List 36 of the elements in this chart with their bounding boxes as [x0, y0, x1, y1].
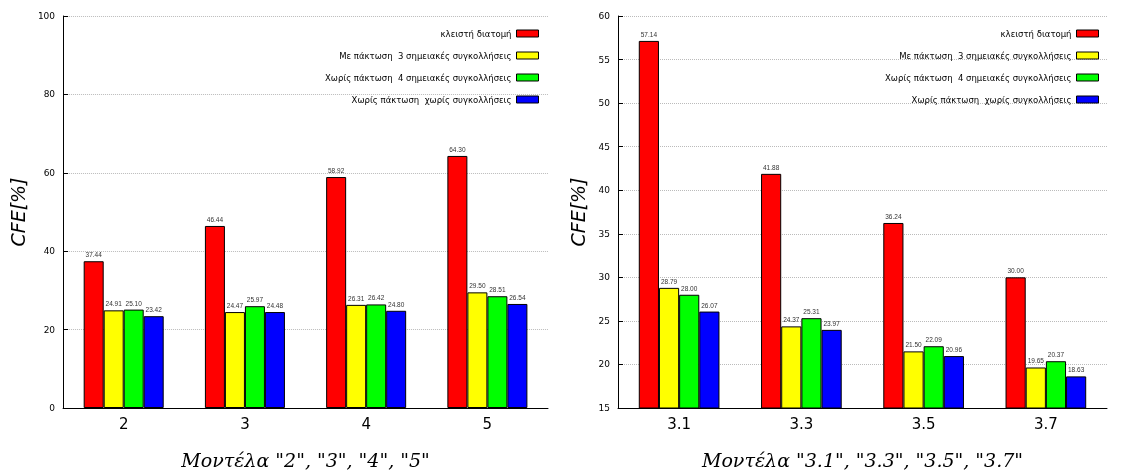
x-tick-label: 3.7 [1033, 414, 1058, 433]
y-tick-label: 80 [43, 89, 56, 100]
y-tick-label: 35 [598, 228, 610, 239]
x-tick-label: 4 [361, 414, 371, 433]
y-tick-label: 15 [598, 403, 610, 413]
x-axis-title: Μοντέλα "2", "3", "4", "5" [180, 448, 430, 471]
x-tick-label: 3.5 [911, 414, 936, 433]
y-tick-label: 40 [598, 185, 611, 196]
y-axis-title: CFE[%] [6, 177, 29, 247]
x-tick-label: 2 [118, 414, 129, 433]
legend-label: Χωρίς πάκτωση χωρίς συγκολλήσεις [351, 94, 512, 105]
y-tick-label: 20 [43, 324, 56, 335]
y-tick-label: 60 [598, 11, 611, 21]
y-axis-title: CFE[%] [567, 177, 590, 247]
y-tick-label: 20 [598, 359, 611, 370]
y-tick-label: 25 [598, 315, 610, 326]
y-tick-label: 55 [598, 54, 610, 65]
x-tick-label: 3 [240, 414, 250, 433]
y-tick-label: 40 [43, 246, 56, 257]
y-tick-label: 30 [598, 272, 611, 283]
legend-label: κλειστή διατομή [1000, 28, 1072, 39]
legend-label: Χωρίς πάκτωση χωρίς συγκολλήσεις [911, 94, 1072, 105]
y-tick-label: 100 [37, 11, 56, 21]
y-tick-label: 50 [598, 98, 611, 109]
legend-label: κλειστή διατομή [440, 28, 512, 39]
legend-label: Χωρίς πάκτωση 4 σημειακές συγκολλήσεις [324, 72, 512, 83]
legend-label: Με πάκτωση 3 σημειακές συγκολλήσεις [899, 50, 1072, 61]
x-tick-label: 5 [482, 414, 493, 433]
x-tick-label: 3.3 [789, 414, 814, 433]
y-tick-label: 45 [598, 141, 610, 152]
x-tick-label: 3.1 [667, 414, 692, 433]
legend-label: Με πάκτωση 3 σημειακές συγκολλήσεις [339, 50, 512, 61]
y-tick-label: 0 [49, 403, 56, 413]
y-tick-label: 60 [43, 167, 56, 178]
legend-label: Χωρίς πάκτωση 4 σημειακές συγκολλήσεις [884, 72, 1072, 83]
x-axis-title: Μοντέλα "3.1", "3.3", "3.5", "3.7" [700, 448, 1024, 471]
